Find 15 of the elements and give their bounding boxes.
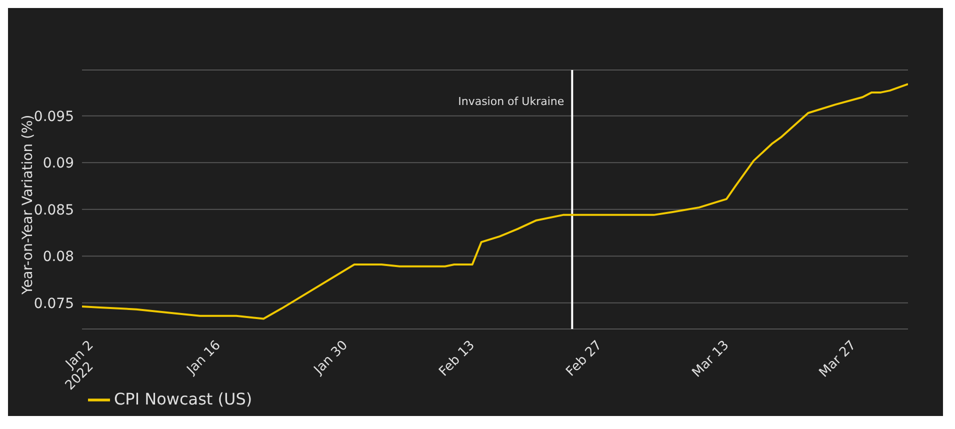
y-axis-title: Year-on-Year Variation (%) (20, 114, 36, 296)
y-tick-label: 0.075 (34, 296, 74, 312)
x-tick-label: Mar 13 (690, 338, 732, 381)
y-tick-label: 0.09 (42, 156, 74, 172)
legend-label: CPI Nowcast (US) (114, 389, 252, 408)
x-tick-label: Feb 27 (564, 338, 606, 380)
line-series (82, 83, 908, 320)
x-tick-label: Mar 27 (816, 338, 860, 381)
x-tick-label: Feb 13 (436, 338, 478, 380)
x-tick-label: Jan 16 (184, 338, 224, 378)
y-tick-label: 0.08 (42, 249, 74, 266)
y-tick-label: 0.085 (34, 202, 74, 218)
ref-line-label: Invasion of Ukraine (458, 95, 564, 108)
x-tick-label: Jan 30 (310, 338, 351, 378)
y-tick-label: 0.095 (34, 108, 74, 125)
